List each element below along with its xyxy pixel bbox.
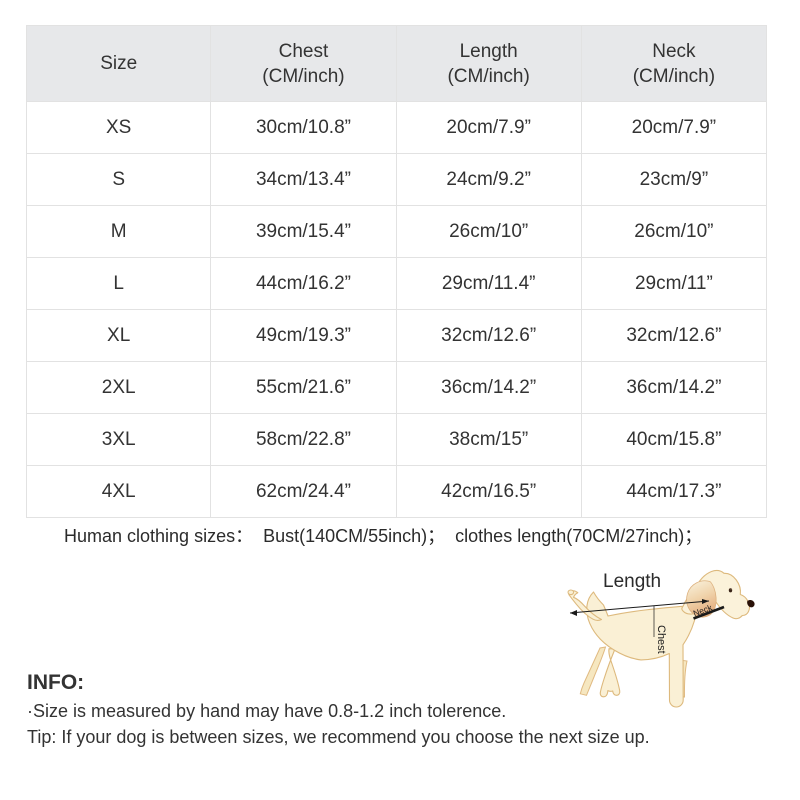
svg-text:Chest: Chest: [655, 625, 667, 654]
